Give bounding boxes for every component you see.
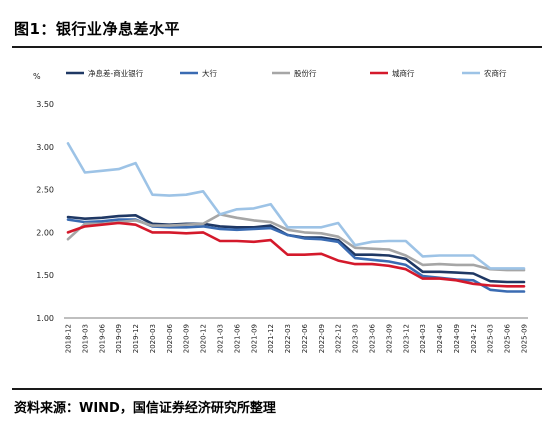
x-tick-label: 2019-12 (132, 324, 140, 353)
x-tick-label: 2024-09 (453, 324, 461, 353)
x-tick-label: 2023-03 (352, 324, 360, 353)
x-tick-label: 2024-03 (419, 324, 427, 353)
source-rule (12, 388, 542, 390)
legend-label-4: 农商行 (484, 68, 507, 78)
x-tick-label: 2023-12 (402, 324, 410, 353)
x-tick-label: 2022-06 (301, 323, 309, 353)
y-unit-label: % (33, 72, 41, 81)
y-tick-label: 3.50 (36, 100, 54, 109)
x-tick-label: 2019-06 (98, 323, 106, 353)
legend-label-3: 城商行 (392, 68, 415, 78)
source-note: 资料来源：WIND，国信证券经济研究所整理 (14, 401, 276, 416)
x-tick-label: 2021-06 (233, 323, 241, 353)
x-tick-label: 2020-09 (183, 324, 191, 353)
series-line-3 (66, 221, 526, 288)
title-rule (12, 46, 542, 48)
x-tick-label: 2020-06 (166, 323, 174, 353)
x-tick-label: 2023-09 (385, 324, 393, 353)
series-line-2 (66, 213, 526, 272)
y-tick-label: 3.00 (36, 143, 54, 152)
chart-legend: 净息差-商业银行 大行 股份行 城商行 农商行 (66, 68, 507, 78)
legend-label-1: 大行 (202, 68, 217, 78)
x-tick-label: 2022-09 (318, 324, 326, 353)
y-tick-label: 1.00 (36, 314, 54, 323)
y-tick-label: 1.50 (36, 271, 54, 280)
x-tick-label: 2025-09 (521, 324, 529, 353)
x-tick-label: 2022-03 (284, 324, 292, 353)
chart-series (66, 142, 526, 293)
x-tick-label: 2020-12 (200, 324, 208, 353)
series-line-4 (66, 142, 526, 270)
legend-label-0: 净息差-商业银行 (88, 68, 144, 78)
x-tick-label: 2025-06 (504, 323, 512, 353)
line-chart: 净息差-商业银行 大行 股份行 城商行 农商行 % 1.00 1.50 2.00 2.50 3.… (33, 68, 529, 353)
x-tick-label: 2024-12 (470, 324, 478, 353)
legend-label-2: 股份行 (294, 68, 317, 78)
x-tick-label: 2019-03 (81, 324, 89, 353)
x-tick-label: 2021-09 (250, 324, 258, 353)
y-tick-label: 2.00 (36, 228, 54, 237)
x-tick-label: 2021-03 (217, 324, 225, 353)
x-tick-label: 2021-12 (267, 324, 275, 353)
x-tick-label: 2023-06 (369, 323, 377, 353)
y-tick-label: 2.50 (36, 186, 54, 195)
figure-title: 图1：银行业净息差水平 (14, 20, 180, 38)
x-tick-label: 2020-03 (149, 324, 157, 353)
x-tick-label: 2022-12 (335, 324, 343, 353)
x-tick-label: 2025-03 (487, 324, 495, 353)
x-tick-label: 2019-09 (115, 324, 123, 353)
chart-axes: 1.00 1.50 2.00 2.50 3.00 3.50 2018-12 2019-03 20… (36, 100, 528, 353)
x-tick-label: 2018-12 (65, 324, 73, 353)
x-tick-label: 2024-06 (436, 323, 444, 353)
